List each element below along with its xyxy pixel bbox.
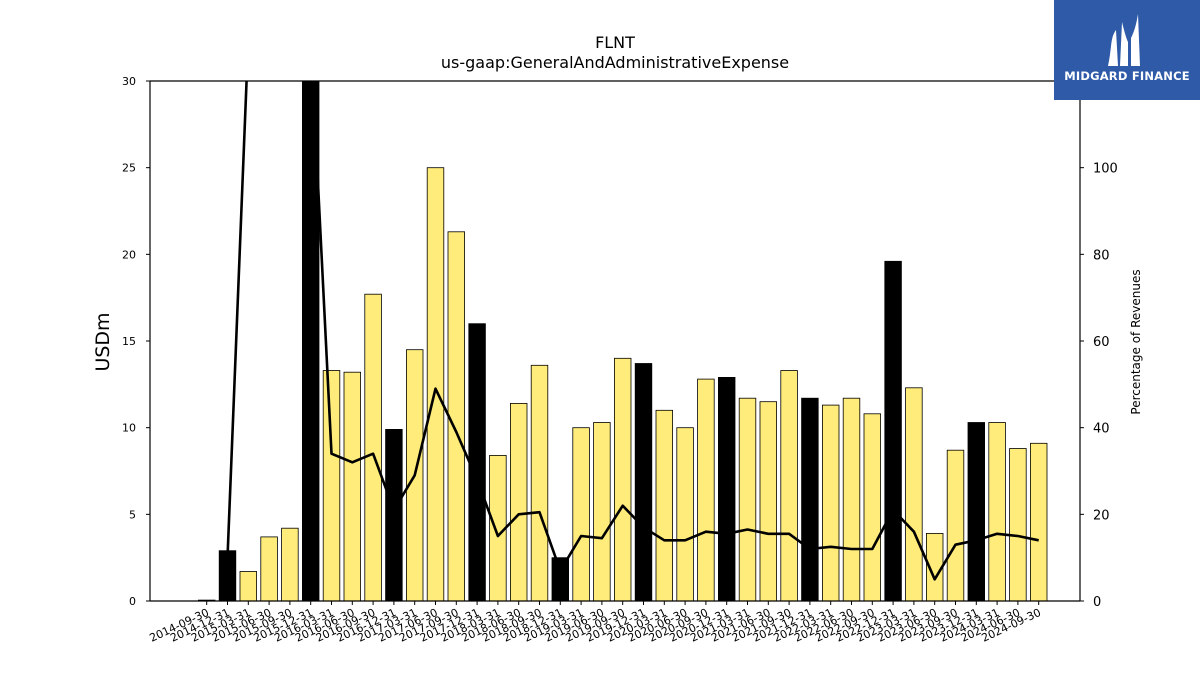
bar-2018-09-30: [530, 364, 549, 601]
bar-2019-09-30: [614, 357, 632, 601]
bar-2020-06-30: [676, 427, 694, 601]
chart-subtitle: us-gaap:GeneralAndAdministrativeExpense: [441, 53, 789, 72]
y-tick-label: 25: [122, 162, 136, 175]
pct-revenue-line-segment-0: [226, 81, 248, 558]
y2-tick-label: 0: [1093, 595, 1101, 610]
bar-2017-12-31: [468, 323, 486, 601]
bar-2016-09-30: [364, 293, 382, 601]
bar-2019-12-31: [634, 363, 653, 601]
bar-2024-09-30: [1030, 442, 1048, 601]
bar-2018-06-30: [509, 402, 528, 601]
bar-2022-06-30: [842, 397, 861, 601]
y2-tick-label: 20: [1093, 508, 1110, 523]
bar-2020-03-31: [655, 409, 674, 601]
y-axis-label: USDm: [92, 312, 114, 371]
bar-2021-06-30: [759, 401, 778, 601]
y-tick-label: 0: [129, 595, 136, 608]
brand-logo: MIDGARD FINANCE: [1054, 0, 1200, 100]
bar-2017-06-30: [426, 167, 445, 601]
y2-tick-label: 100: [1093, 162, 1118, 177]
bar-2016-12-31: [385, 428, 403, 601]
bar-2014-12-31: [218, 550, 237, 601]
bar-2022-09-30: [863, 413, 882, 601]
chart-title: FLNT: [595, 33, 635, 52]
y-tick-label: 20: [122, 248, 136, 261]
bar-2015-12-31: [301, 81, 320, 601]
bar-2019-06-30: [593, 422, 611, 601]
bar-2020-09-30: [697, 378, 715, 601]
y2-tick-label: 40: [1093, 422, 1110, 437]
bar-2024-06-30: [1009, 448, 1027, 601]
bar-2022-03-31: [822, 404, 840, 601]
bar-2015-06-30: [260, 536, 278, 601]
bar-2017-09-30: [447, 231, 466, 601]
bar-2018-12-31: [551, 557, 570, 601]
bar-2022-12-31: [884, 260, 902, 601]
bar-2015-09-30: [281, 527, 299, 601]
bar-2016-03-31: [322, 370, 341, 601]
bar-2016-06-30: [343, 371, 362, 601]
y2-tick-label: 60: [1093, 335, 1110, 350]
bar-2020-12-31: [718, 376, 736, 601]
y-tick-label: 10: [122, 422, 136, 435]
bar-2023-12-31: [967, 422, 986, 601]
bar-2021-12-31: [801, 397, 819, 601]
y-tick-label: 15: [122, 335, 136, 348]
bar-2021-09-30: [780, 370, 798, 601]
y-tick-label: 30: [122, 75, 136, 88]
bar-2023-09-30: [946, 449, 965, 601]
bar-2023-03-31: [905, 387, 923, 601]
y2-axis-label: Percentage of Revenues: [1129, 269, 1143, 414]
logo-text: MIDGARD FINANCE: [1064, 69, 1190, 83]
bar-2021-03-31: [738, 397, 757, 601]
logo-mark-icon: [1108, 14, 1140, 66]
bar-2019-03-31: [572, 427, 590, 601]
bar-2024-03-31: [988, 422, 1006, 601]
y2-tick-label: 80: [1093, 248, 1110, 263]
bar-2015-03-31: [239, 571, 258, 601]
pct-revenue-line-segment-1: [311, 81, 1039, 581]
y-tick-label: 5: [129, 508, 136, 521]
